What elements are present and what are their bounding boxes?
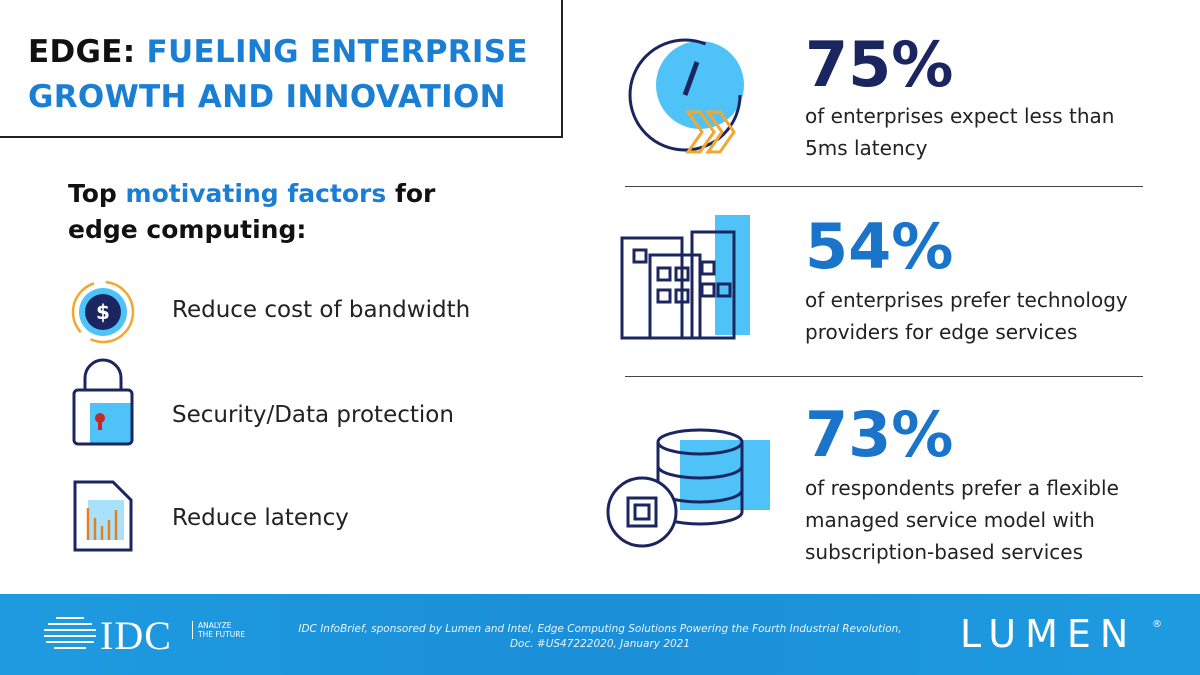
latency-icon (73, 480, 133, 552)
factor-icons: $ (71, 280, 135, 552)
database-icon (606, 428, 770, 548)
citation: IDC InfoBrief, sponsored by Lumen and In… (270, 622, 930, 652)
factors-heading: Top motivating factors for edge computin… (68, 176, 488, 248)
divider (625, 376, 1143, 377)
title-lead: EDGE: (28, 34, 136, 70)
stat-description: of enterprises expect less than 5ms late… (805, 104, 1115, 160)
stat-description: of enterprises prefer technology provide… (805, 288, 1128, 344)
title-box (0, 0, 563, 138)
title: EDGE: FUELING ENTERPRISE GROWTH AND INNO… (28, 30, 558, 120)
lumen-mark: ® (1152, 619, 1162, 630)
stat-value: 54% (805, 210, 954, 283)
stat-icons (606, 38, 770, 548)
citation-line: Doc. #US47222020, January 2021 (509, 638, 691, 650)
factor-label: Reduce latency (172, 505, 349, 531)
idc-globe (44, 617, 96, 649)
citation-line: IDC InfoBrief, sponsored by Lumen and In… (298, 623, 902, 635)
idc-tagline: ANALYZE THE FUTURE (192, 621, 248, 639)
heading-highlight: motivating factors (125, 179, 387, 208)
stat-value: 75% (805, 28, 954, 101)
gauge-icon (628, 38, 744, 154)
buildings-icon (620, 215, 750, 340)
heading-text: for edge computing: (68, 179, 436, 244)
title-rest: FUELING ENTERPRISE GROWTH AND INNOVATION (28, 34, 528, 115)
lumen-logo: LUMEN (960, 612, 1138, 656)
lock-icon (72, 358, 134, 446)
stat-value: 73% (805, 398, 954, 471)
idc-logo: IDC (100, 613, 172, 658)
factor-label: Reduce cost of bandwidth (172, 297, 471, 323)
footer (0, 594, 1200, 675)
dollar-icon: $ (71, 280, 135, 344)
stat-description: of respondents prefer a flexible managed… (805, 476, 1119, 564)
factor-label: Security/Data protection (172, 402, 454, 428)
svg-text:$: $ (96, 300, 110, 324)
heading-text: Top (68, 179, 126, 208)
divider (625, 186, 1143, 187)
